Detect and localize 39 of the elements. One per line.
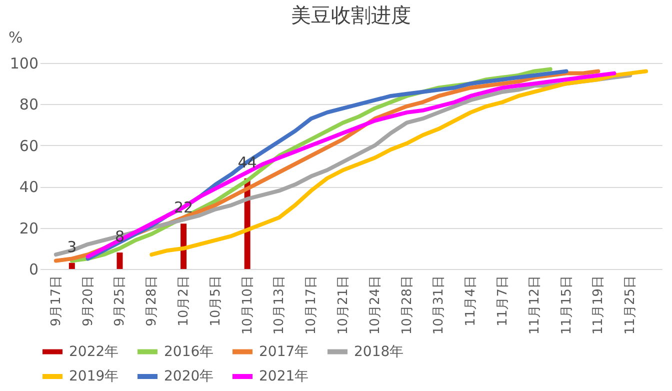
chart-title: 美豆收割进度 xyxy=(291,3,411,27)
legend-label: 2022年 xyxy=(69,344,119,360)
x-tick-label: 10月17日 xyxy=(304,276,320,335)
y-tick-label: 40 xyxy=(19,178,38,196)
y-tick-label: 0 xyxy=(28,260,38,278)
x-tick-label: 10月28日 xyxy=(400,276,415,335)
x-tick-label: 10月13日 xyxy=(272,276,288,335)
bar xyxy=(180,224,187,269)
y-tick-label: 100 xyxy=(10,54,38,72)
x-tick-label: 11月25日 xyxy=(623,276,638,335)
bar xyxy=(116,252,123,269)
x-tick-label: 11月4日 xyxy=(464,276,479,326)
x-tick-label: 10月5日 xyxy=(208,276,224,326)
x-tick-label: 11月12日 xyxy=(527,276,542,335)
x-tick-label: 10月21日 xyxy=(336,276,352,335)
y-axis-title: % xyxy=(8,28,23,46)
x-tick-label: 9月28日 xyxy=(144,276,160,326)
x-tick-label: 9月17日 xyxy=(48,276,64,326)
legend-label: 2017年 xyxy=(259,344,309,360)
x-tick-label: 11月7日 xyxy=(496,276,511,326)
legend-label: 2021年 xyxy=(259,368,309,384)
data-label: 3 xyxy=(67,238,77,256)
legend-label: 2018年 xyxy=(354,344,404,360)
x-tick-label: 10月2日 xyxy=(176,276,192,326)
x-tick-label: 9月25日 xyxy=(112,276,128,326)
legend-label: 2020年 xyxy=(164,368,214,384)
legend-label: 2019年 xyxy=(69,368,119,384)
x-tick-label: 10月31日 xyxy=(432,276,447,335)
x-tick-label: 10月10日 xyxy=(240,276,256,335)
x-tick-label: 11月15日 xyxy=(559,276,574,335)
line-series xyxy=(150,69,648,257)
x-tick-label: 9月20日 xyxy=(80,276,96,326)
bar xyxy=(68,262,75,269)
y-tick-label: 80 xyxy=(19,96,38,114)
y-tick-label: 60 xyxy=(19,136,38,155)
legend-label: 2016年 xyxy=(164,344,214,360)
y-tick-label: 20 xyxy=(19,219,38,238)
x-tick-label: 11月19日 xyxy=(591,276,606,335)
x-tick-label: 10月24日 xyxy=(368,276,383,335)
